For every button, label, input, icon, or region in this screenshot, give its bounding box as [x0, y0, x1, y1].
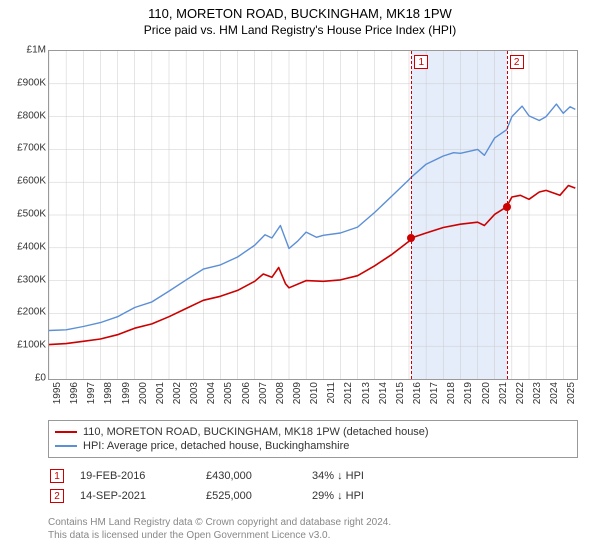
y-tick-label: £1M: [2, 45, 46, 56]
x-tick-label: 2002: [172, 382, 183, 404]
plot-area: 12: [48, 50, 578, 380]
y-tick-label: £800K: [2, 110, 46, 121]
y-tick-label: £500K: [2, 209, 46, 220]
chart-title-line2: Price paid vs. HM Land Registry's House …: [0, 21, 600, 37]
x-tick-label: 2014: [378, 382, 389, 404]
x-tick-label: 2013: [361, 382, 372, 404]
x-tick-label: 1997: [86, 382, 97, 404]
footer-line1: Contains HM Land Registry data © Crown c…: [48, 516, 578, 529]
y-tick-label: £100K: [2, 340, 46, 351]
x-tick-label: 2006: [241, 382, 252, 404]
x-tick-label: 2015: [395, 382, 406, 404]
x-tick-label: 1995: [52, 382, 63, 404]
transaction-row-2: 2 14-SEP-2021 £525,000 29% ↓ HPI: [48, 486, 578, 506]
transaction-date-1: 19-FEB-2016: [80, 470, 190, 482]
transactions-table: 1 19-FEB-2016 £430,000 34% ↓ HPI 2 14-SE…: [48, 466, 578, 506]
x-tick-label: 2001: [155, 382, 166, 404]
transaction-marker-1: 1: [50, 469, 64, 483]
x-tick-label: 2016: [412, 382, 423, 404]
transaction-price-1: £430,000: [206, 470, 296, 482]
x-tick-label: 2023: [532, 382, 543, 404]
sale-point-dot: [503, 203, 511, 211]
x-tick-label: 2010: [309, 382, 320, 404]
plot-svg: [49, 51, 577, 379]
x-tick-label: 2011: [326, 382, 337, 404]
y-tick-label: £900K: [2, 77, 46, 88]
transaction-delta-1: 34% ↓ HPI: [312, 470, 412, 482]
y-tick-label: £700K: [2, 143, 46, 154]
transaction-price-2: £525,000: [206, 490, 296, 502]
y-tick-label: £600K: [2, 176, 46, 187]
x-tick-label: 2022: [515, 382, 526, 404]
legend-label-subject: 110, MORETON ROAD, BUCKINGHAM, MK18 1PW …: [83, 426, 429, 438]
x-tick-label: 2004: [206, 382, 217, 404]
legend-item-subject: 110, MORETON ROAD, BUCKINGHAM, MK18 1PW …: [55, 425, 571, 439]
x-tick-label: 2021: [498, 382, 509, 404]
marker-line: [411, 51, 412, 379]
legend-box: 110, MORETON ROAD, BUCKINGHAM, MK18 1PW …: [48, 420, 578, 458]
legend-swatch-subject: [55, 431, 77, 433]
y-tick-label: £300K: [2, 274, 46, 285]
legend-label-hpi: HPI: Average price, detached house, Buck…: [83, 440, 349, 452]
transaction-date-2: 14-SEP-2021: [80, 490, 190, 502]
footer-line2: This data is licensed under the Open Gov…: [48, 529, 578, 542]
legend-swatch-hpi: [55, 445, 77, 447]
x-tick-label: 2008: [275, 382, 286, 404]
sale-point-dot: [407, 234, 415, 242]
x-tick-label: 2012: [343, 382, 354, 404]
x-tick-label: 2003: [189, 382, 200, 404]
y-tick-label: £400K: [2, 241, 46, 252]
x-tick-label: 2000: [138, 382, 149, 404]
transaction-delta-2: 29% ↓ HPI: [312, 490, 412, 502]
x-tick-label: 2019: [463, 382, 474, 404]
x-tick-label: 2007: [258, 382, 269, 404]
x-tick-label: 1998: [103, 382, 114, 404]
x-tick-label: 2020: [481, 382, 492, 404]
x-tick-label: 2018: [446, 382, 457, 404]
x-tick-label: 2009: [292, 382, 303, 404]
x-tick-label: 2005: [223, 382, 234, 404]
marker-line: [507, 51, 508, 379]
x-tick-label: 1996: [69, 382, 80, 404]
chart-title-line1: 110, MORETON ROAD, BUCKINGHAM, MK18 1PW: [0, 0, 600, 21]
x-tick-label: 2024: [549, 382, 560, 404]
x-tick-label: 1999: [121, 382, 132, 404]
transaction-row-1: 1 19-FEB-2016 £430,000 34% ↓ HPI: [48, 466, 578, 486]
chart-container: 110, MORETON ROAD, BUCKINGHAM, MK18 1PW …: [0, 0, 600, 560]
x-tick-label: 2025: [566, 382, 577, 404]
transaction-marker-2: 2: [50, 489, 64, 503]
marker-label: 1: [414, 55, 428, 69]
marker-label: 2: [510, 55, 524, 69]
x-tick-label: 2017: [429, 382, 440, 404]
footer-attribution: Contains HM Land Registry data © Crown c…: [48, 516, 578, 542]
y-tick-label: £200K: [2, 307, 46, 318]
legend-item-hpi: HPI: Average price, detached house, Buck…: [55, 439, 571, 453]
y-tick-label: £0: [2, 373, 46, 384]
